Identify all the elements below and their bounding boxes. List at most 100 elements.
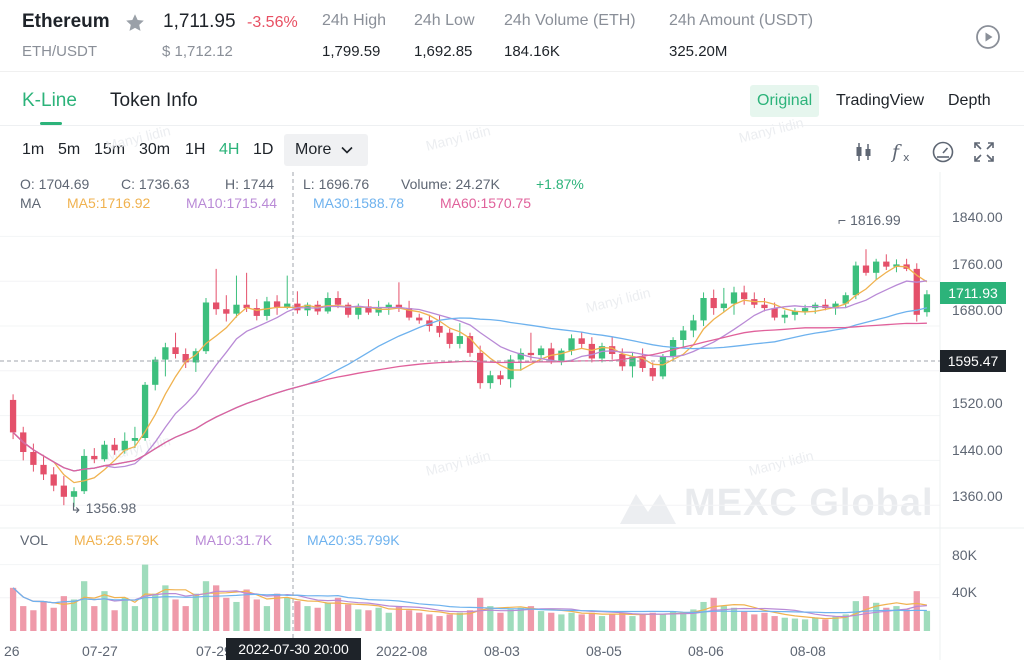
volume-bar xyxy=(741,611,748,631)
more-label: More xyxy=(295,141,332,158)
tab-token-info[interactable]: Token Info xyxy=(110,90,198,111)
fullscreen-icon[interactable] xyxy=(972,140,996,164)
speedometer-icon[interactable] xyxy=(931,140,955,164)
y-tick-label: 1760.00 xyxy=(952,256,1003,272)
volume-bar xyxy=(609,614,616,631)
candle-body xyxy=(385,304,392,309)
volume-bar xyxy=(243,589,250,631)
ma5-line xyxy=(12,265,928,484)
candle-body xyxy=(588,343,595,359)
high-value: H: 1744 xyxy=(225,176,275,192)
y-tick-label: 1440.00 xyxy=(952,442,1003,458)
volume-bar xyxy=(131,606,139,631)
interval-1m[interactable]: 1m xyxy=(22,141,45,158)
interval-4h[interactable]: 4H xyxy=(219,141,240,158)
interval-1d[interactable]: 1D xyxy=(253,141,274,158)
volume-bar xyxy=(700,601,707,631)
interval-1h[interactable]: 1H xyxy=(185,141,206,158)
candle-body xyxy=(375,308,382,313)
candle-body xyxy=(284,303,291,307)
volume-bar xyxy=(903,609,910,631)
stat-volume-label: 24h Volume (ETH) xyxy=(504,12,636,29)
volume-bar xyxy=(598,616,606,631)
candle-body xyxy=(771,308,778,318)
interval-30m[interactable]: 30m xyxy=(139,141,171,158)
low-value: L: 1696.76 xyxy=(303,176,370,192)
volume-bar xyxy=(233,601,240,631)
volume-bar xyxy=(40,601,47,631)
trading-pair: ETH/USDT xyxy=(22,43,97,60)
candle-body xyxy=(253,308,260,316)
candlestick-icon[interactable] xyxy=(852,140,876,164)
view-original-button[interactable]: Original xyxy=(750,85,820,117)
x-tick-label: 2022-08 xyxy=(376,643,428,659)
candle-body xyxy=(70,491,78,497)
volume-bar xyxy=(182,606,189,631)
low-marker-label: ↳ 1356.98 xyxy=(70,500,137,516)
vol-ma5-value: MA5:26.579K xyxy=(74,532,159,548)
candle-body xyxy=(649,368,656,377)
candle-body xyxy=(598,346,606,359)
volume-bar xyxy=(50,607,57,631)
x-tick-label: 26 xyxy=(4,643,20,659)
volume-bar xyxy=(568,612,575,631)
volume-bar xyxy=(30,610,37,631)
volume-bar xyxy=(852,601,859,631)
svg-text:f: f xyxy=(891,141,902,163)
candle-body xyxy=(741,292,748,300)
candle-body xyxy=(141,384,149,438)
volume-bar xyxy=(548,612,555,631)
candle-body xyxy=(101,444,108,460)
interval-5m[interactable]: 5m xyxy=(58,141,81,158)
volume-bar xyxy=(578,614,585,631)
volume-bar xyxy=(446,614,453,631)
candle-body xyxy=(223,309,230,314)
volume-bar xyxy=(659,614,667,631)
volume-bar xyxy=(304,606,311,631)
ma10-value: MA10:1715.44 xyxy=(186,195,278,211)
candle-body xyxy=(345,304,352,315)
candle-body xyxy=(720,303,727,309)
candle-body xyxy=(497,375,504,380)
volume-bar xyxy=(375,607,382,631)
volume-bar xyxy=(60,596,67,631)
last-price-tag: 1711.93 xyxy=(940,282,1006,304)
last-price: 1,711.95 xyxy=(163,11,236,32)
candle-body xyxy=(913,268,920,315)
volume-bar xyxy=(629,616,636,631)
candle-body xyxy=(365,306,372,313)
volume-bar xyxy=(507,609,514,631)
candle-body xyxy=(832,303,839,309)
vol-tick-label: 40K xyxy=(952,584,977,600)
mexc-logo-icon xyxy=(620,494,676,524)
x-tick-label: 08-03 xyxy=(484,643,520,659)
volume-bar xyxy=(91,606,98,631)
view-tradingview-button[interactable]: TradingView xyxy=(836,92,925,109)
function-icon[interactable]: f x xyxy=(891,140,915,164)
kline-chart[interactable] xyxy=(0,172,1024,660)
view-depth-button[interactable]: Depth xyxy=(948,92,991,109)
volume-bar xyxy=(771,616,778,631)
volume-bar xyxy=(822,619,829,631)
usd-price: $ 1,712.12 xyxy=(162,43,233,60)
brand-watermark: MEXC Global xyxy=(684,482,934,524)
interval-15m[interactable]: 15m xyxy=(94,141,126,158)
chart-toolbar: 1m 5m 15m 30m 1H 4H 1D More f x xyxy=(0,128,1024,172)
stat-volume-value: 184.16K xyxy=(504,43,560,60)
volume-bar xyxy=(81,581,88,631)
candle-body xyxy=(883,261,890,267)
market-header: Ethereum 1,711.95 -3.56% ETH/USDT $ 1,71… xyxy=(0,0,1024,72)
candle-body xyxy=(131,438,139,441)
volume-bar xyxy=(883,607,890,631)
candle-body xyxy=(558,350,565,361)
star-icon[interactable] xyxy=(124,12,146,34)
volume-bar xyxy=(812,617,819,631)
volume-bar xyxy=(923,610,931,631)
volume-bar xyxy=(263,606,271,631)
candle-body xyxy=(60,485,67,497)
tab-kline[interactable]: K-Line xyxy=(22,90,77,111)
volume-bar xyxy=(477,597,484,631)
play-circle-icon[interactable] xyxy=(975,24,1001,50)
more-intervals-dropdown[interactable]: More xyxy=(284,134,368,166)
volume-bar xyxy=(121,597,128,631)
